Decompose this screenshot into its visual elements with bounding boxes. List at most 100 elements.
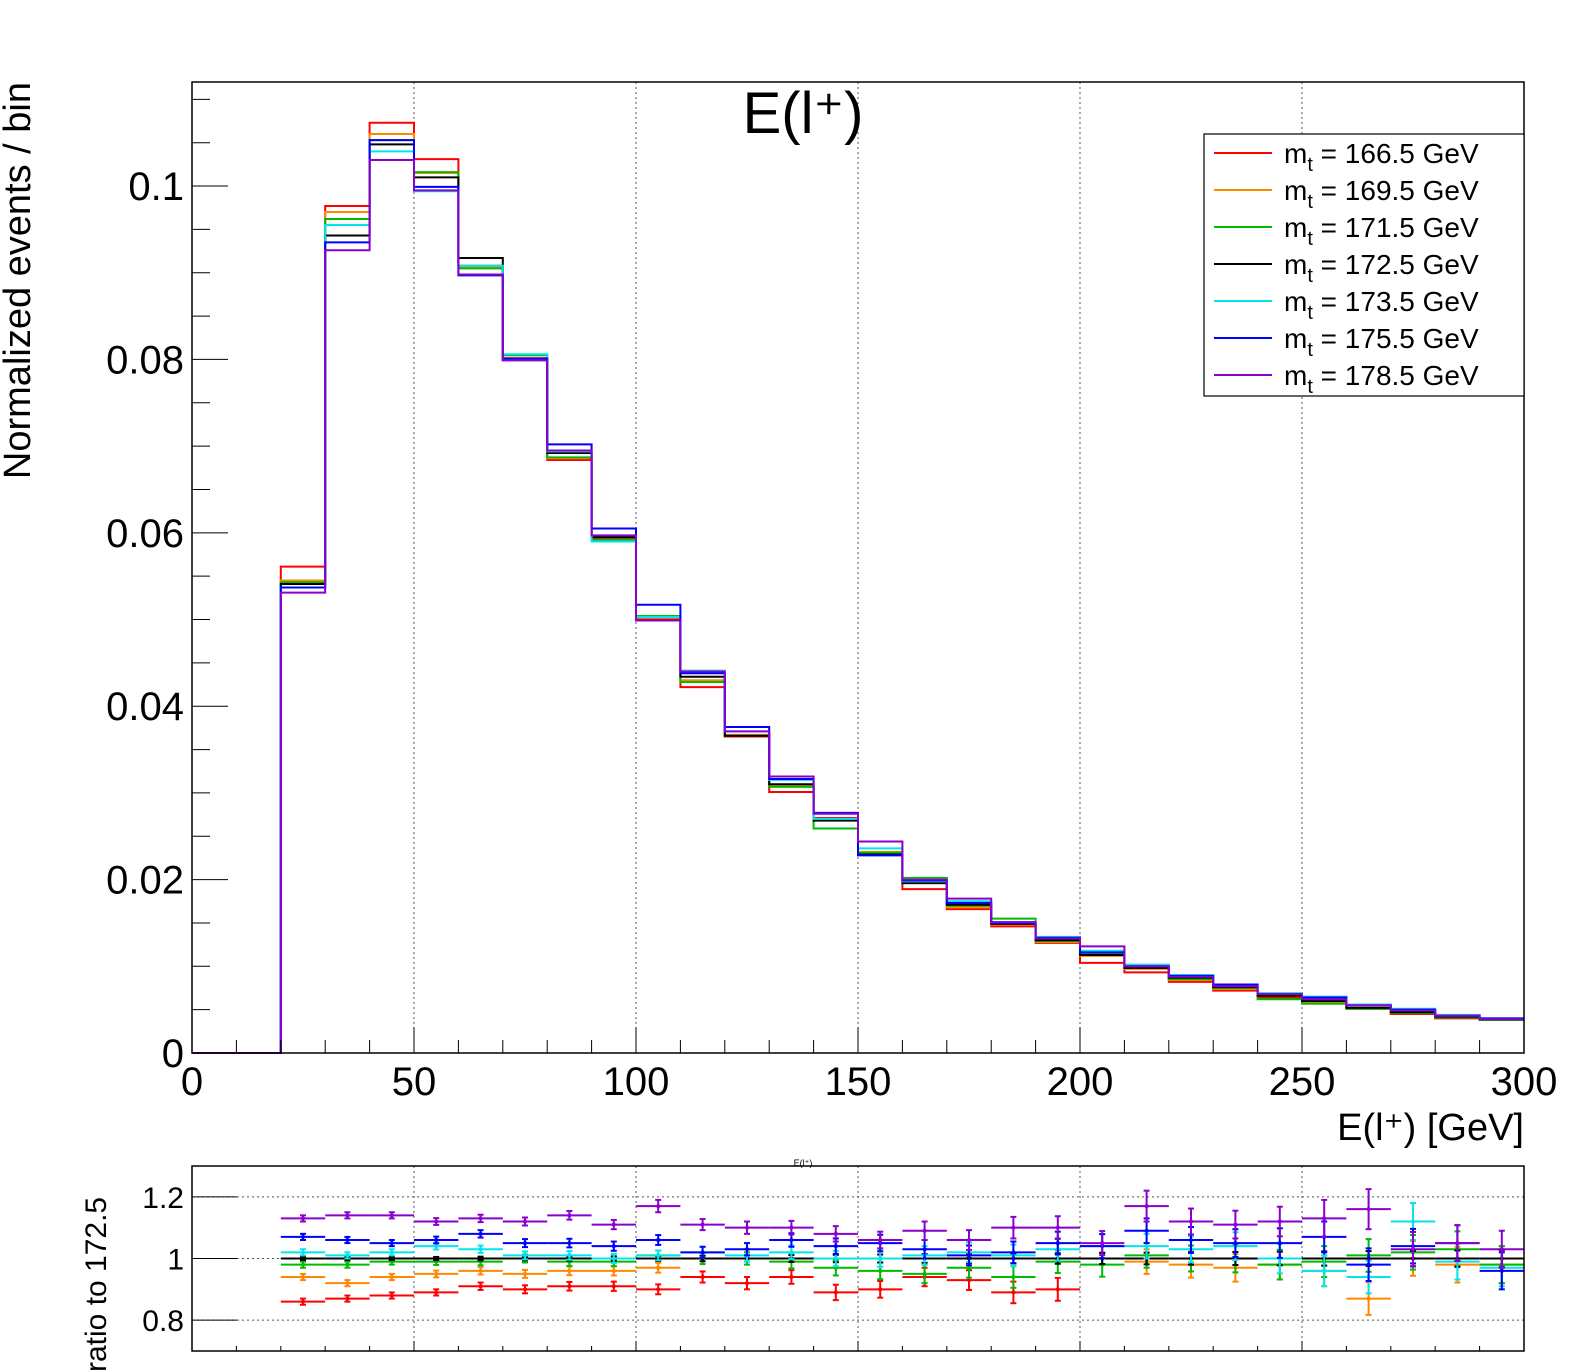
ratio-point-marker [1233, 1222, 1238, 1227]
ratio-point-marker [1189, 1219, 1193, 1224]
main-x-tick-label: 0 [181, 1060, 203, 1104]
ratio-point-marker [967, 1238, 971, 1242]
ratio-point-marker [611, 1284, 616, 1289]
ratio-point-marker [567, 1241, 572, 1246]
main-y-axis-label: Normalized events / bin [0, 82, 39, 479]
main-y-tick-label: 0.08 [106, 338, 184, 382]
main-x-tick-label: 300 [1491, 1060, 1558, 1104]
main-y-tick-label: 0 [162, 1032, 184, 1076]
ratio-point-marker [434, 1290, 439, 1295]
ratio-point-marker [478, 1268, 483, 1273]
ratio-point-marker [567, 1213, 572, 1218]
main-y-tick-label: 0.04 [106, 685, 184, 729]
ratio-point-marker [523, 1253, 527, 1258]
ratio-y-tick-label: 1.2 [142, 1182, 184, 1215]
ratio-point-marker [434, 1238, 439, 1242]
ratio-point-marker [878, 1256, 883, 1261]
ratio-point-marker [1499, 1268, 1504, 1273]
ratio-point-marker [478, 1216, 483, 1221]
ratio-point-marker [345, 1296, 350, 1301]
ratio-point-marker [656, 1265, 661, 1270]
ratio-point-marker [745, 1281, 749, 1286]
ratio-point-marker [345, 1281, 350, 1286]
main-ticks: 0 50 100 150 200 250 300 0 0.02 0.04 0.06 0.08 0.1 [106, 98, 1558, 1104]
ratio-point-marker [1144, 1204, 1149, 1209]
ratio-point-marker [700, 1250, 705, 1255]
ratio-point-marker [967, 1278, 971, 1283]
ratio-point-marker [1055, 1225, 1060, 1230]
ratio-point-marker [1277, 1219, 1282, 1224]
ratio-point-marker [878, 1238, 883, 1242]
histogram-series-6 [192, 159, 1524, 1054]
ratio-point-marker [833, 1290, 838, 1295]
ratio-point-marker [434, 1256, 439, 1261]
ratio-point-marker [833, 1256, 838, 1261]
main-x-axis-label: E(l⁺) [GeV] [1337, 1107, 1524, 1149]
ratio-point-marker [389, 1250, 394, 1255]
ratio-point-marker [389, 1275, 394, 1279]
ratio-point-marker [478, 1284, 483, 1289]
ratio-point-marker [1366, 1207, 1371, 1212]
main-series [192, 121, 1524, 1054]
main-y-tick-label: 0.1 [128, 165, 184, 209]
ratio-point-marker [656, 1253, 661, 1258]
main-y-tick-label: 0.02 [106, 859, 184, 903]
ratio-series-1 [280, 1240, 1524, 1316]
legend-entry-label: mt = 172.5 GeV [1284, 249, 1479, 287]
ratio-point-marker [301, 1256, 305, 1261]
ratio-point-marker [922, 1247, 927, 1252]
ratio-point-marker [389, 1256, 394, 1261]
ratio-point-marker [434, 1271, 439, 1276]
ratio-point-marker [1144, 1244, 1149, 1249]
ratio-point-marker [1499, 1247, 1504, 1252]
ratio-point-marker [789, 1275, 794, 1279]
ratio-point-marker [1011, 1290, 1016, 1295]
ratio-point-marker [833, 1231, 838, 1236]
ratio-point-marker [478, 1247, 483, 1252]
ratio-point-marker [345, 1213, 350, 1218]
ratio-title: E(l⁺) [794, 1158, 813, 1168]
ratio-point-marker [789, 1250, 794, 1255]
ratio-point-marker [434, 1219, 439, 1224]
ratio-point-marker [1322, 1268, 1327, 1273]
ratio-point-marker [567, 1268, 572, 1273]
ratio-point-marker [611, 1256, 616, 1261]
main-y-tick-label: 0.06 [106, 512, 184, 556]
ratio-point-marker [789, 1225, 794, 1230]
ratio-point-marker [567, 1253, 572, 1258]
ratio-point-marker [389, 1213, 394, 1218]
ratio-point-marker [1055, 1287, 1060, 1292]
ratio-point-marker [301, 1250, 305, 1255]
ratio-point-marker [1233, 1241, 1238, 1246]
ratio-point-marker [434, 1244, 439, 1249]
ratio-point-marker [611, 1222, 616, 1227]
ratio-point-marker [611, 1268, 616, 1273]
ratio-point-marker [1144, 1228, 1149, 1233]
ratio-point-marker [301, 1299, 305, 1304]
ratio-point-marker [611, 1244, 616, 1249]
ratio-point-marker [1100, 1241, 1105, 1246]
ratio-point-marker [567, 1284, 572, 1289]
ratio-series-0 [280, 1266, 1080, 1306]
ratio-point-marker [478, 1231, 483, 1236]
ratio-point-marker [1189, 1238, 1193, 1242]
ratio-series [280, 1188, 1524, 1316]
ratio-point-marker [301, 1216, 305, 1221]
main-title: E(l⁺) [743, 81, 864, 146]
ratio-point-marker [345, 1238, 350, 1242]
ratio-point-marker [301, 1262, 305, 1267]
ratio-point-marker [523, 1219, 527, 1224]
ratio-point-marker [345, 1253, 350, 1258]
ratio-point-marker [1322, 1216, 1327, 1221]
ratio-point-marker [1411, 1219, 1415, 1224]
main-x-tick-label: 200 [1047, 1060, 1114, 1104]
ratio-y-tick-label: 1 [167, 1244, 184, 1277]
ratio-point-marker [389, 1241, 394, 1246]
ratio-point-marker [478, 1256, 483, 1261]
ratio-point-marker [967, 1265, 971, 1270]
ratio-point-marker [1011, 1275, 1016, 1279]
ratio-point-marker [1277, 1241, 1282, 1246]
ratio-y-tick-label: 0.8 [142, 1305, 184, 1338]
